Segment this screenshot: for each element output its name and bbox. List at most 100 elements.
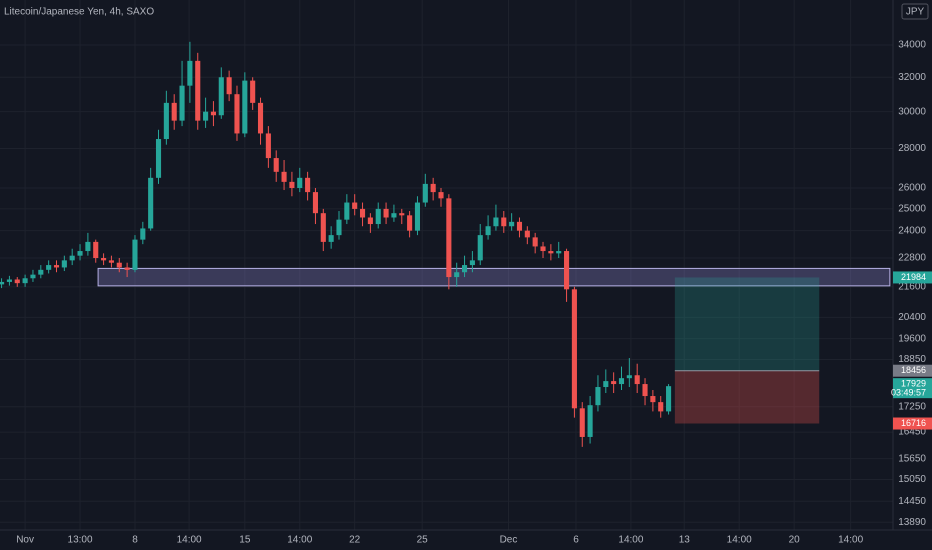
- candle-body: [203, 111, 209, 121]
- candle-body: [6, 279, 12, 282]
- y-tick-label: 19600: [898, 333, 926, 344]
- stop-price-box: [893, 417, 932, 430]
- stop-price-label: 16716: [901, 418, 926, 428]
- entry-price-label: 18456: [901, 365, 926, 375]
- marks: [0, 41, 891, 447]
- currency: JPY: [906, 7, 925, 18]
- x-tick-label: 22: [349, 535, 361, 546]
- support-zone: [97, 267, 891, 287]
- candle-body: [77, 251, 83, 256]
- candle-body: [250, 80, 256, 103]
- candle-body: [359, 208, 366, 218]
- candle-body: [210, 111, 216, 116]
- target-zone: [674, 277, 820, 371]
- x-tick-label: 14:00: [287, 535, 312, 546]
- candle-body: [407, 215, 413, 231]
- y-tick-label: 34000: [898, 40, 926, 51]
- candle-body: [501, 217, 507, 227]
- candle-body: [469, 260, 475, 266]
- candle-body: [509, 221, 515, 227]
- candle-body: [336, 219, 342, 236]
- candle-body: [195, 60, 201, 121]
- entry-price-box: [893, 364, 932, 377]
- y-tick-label: 13890: [898, 517, 926, 528]
- y-tick-label: 26000: [898, 183, 926, 194]
- y-tick-label: 15650: [898, 453, 926, 464]
- candle-body: [124, 267, 130, 270]
- candle-body: [516, 221, 523, 231]
- candle-body: [446, 198, 452, 278]
- x-tick-label: 14:00: [838, 535, 863, 546]
- candle-body: [367, 217, 373, 225]
- candle-body: [305, 177, 311, 193]
- candle-body: [22, 278, 28, 284]
- candle-body: [595, 387, 601, 406]
- candle-body: [171, 102, 177, 121]
- candle-body: [187, 60, 193, 86]
- y-tick-label: 20400: [898, 312, 926, 323]
- candle-body: [53, 265, 60, 268]
- candle-body: [540, 246, 546, 252]
- y-tick-label: 17250: [898, 401, 926, 412]
- candle-body: [454, 272, 460, 278]
- last-price-box: [893, 378, 932, 399]
- x-tick-label: 25: [417, 535, 429, 546]
- y-tick-label: 15050: [898, 474, 926, 485]
- candle-body: [461, 265, 468, 273]
- candle-body: [281, 171, 287, 182]
- stop-zone: [674, 370, 820, 424]
- chart-title: Litecoin/Japanese Yen, 4h, SAXO: [4, 7, 154, 18]
- candle-body: [485, 226, 491, 236]
- candle-body: [179, 85, 185, 121]
- candle-body: [626, 375, 632, 379]
- x-tick-label: Nov: [16, 535, 34, 546]
- candle-body: [634, 375, 640, 385]
- candle-body: [38, 269, 44, 275]
- x-tick-label: 20: [789, 535, 801, 546]
- y-tick-label: 22800: [898, 253, 926, 264]
- candle-body: [148, 177, 154, 229]
- candle-body: [422, 183, 428, 203]
- target-price-label: 21984: [901, 272, 926, 282]
- candle-body: [328, 235, 334, 242]
- candle-body: [650, 396, 656, 403]
- y-tick-label: 16450: [898, 427, 926, 438]
- candle-body: [46, 265, 52, 270]
- x-tick-label: 8: [132, 535, 138, 546]
- candle-body: [30, 274, 36, 279]
- last-price-countdown: 03:49:57: [891, 388, 926, 398]
- x-tick-label: 14:00: [177, 535, 202, 546]
- candle-body: [477, 235, 483, 261]
- candle-body: [399, 213, 405, 216]
- y-tick-label: 14450: [898, 496, 926, 507]
- grid: [0, 0, 893, 530]
- candle-body: [532, 237, 538, 247]
- candle-body: [226, 77, 232, 95]
- y-tick-label: 18850: [898, 354, 926, 365]
- candle-body: [242, 80, 248, 134]
- y-tick-label: 28000: [898, 143, 926, 154]
- candle-body: [61, 260, 67, 268]
- y-tick-label: 32000: [898, 72, 926, 83]
- last-price-label: 17929: [901, 379, 926, 389]
- candle-body: [603, 381, 609, 388]
- candle-body: [14, 279, 20, 284]
- candle-body: [658, 402, 664, 412]
- candle-body: [273, 158, 279, 172]
- candle-body: [587, 405, 593, 437]
- candle-body: [430, 183, 436, 193]
- candle-body: [611, 381, 617, 385]
- x-tick-label: 14:00: [727, 535, 752, 546]
- candle-body: [155, 139, 162, 178]
- x-tick-label: 14:00: [618, 535, 643, 546]
- candle-body: [289, 181, 295, 188]
- currency-box[interactable]: [901, 3, 929, 20]
- candle-body: [218, 77, 224, 116]
- y-tick-label: 21600: [898, 281, 926, 292]
- candle-body: [493, 217, 499, 227]
- candle-body: [312, 192, 319, 214]
- y-tick-label: 30000: [898, 106, 926, 117]
- candle-body: [0, 281, 5, 285]
- candle-body: [556, 251, 562, 254]
